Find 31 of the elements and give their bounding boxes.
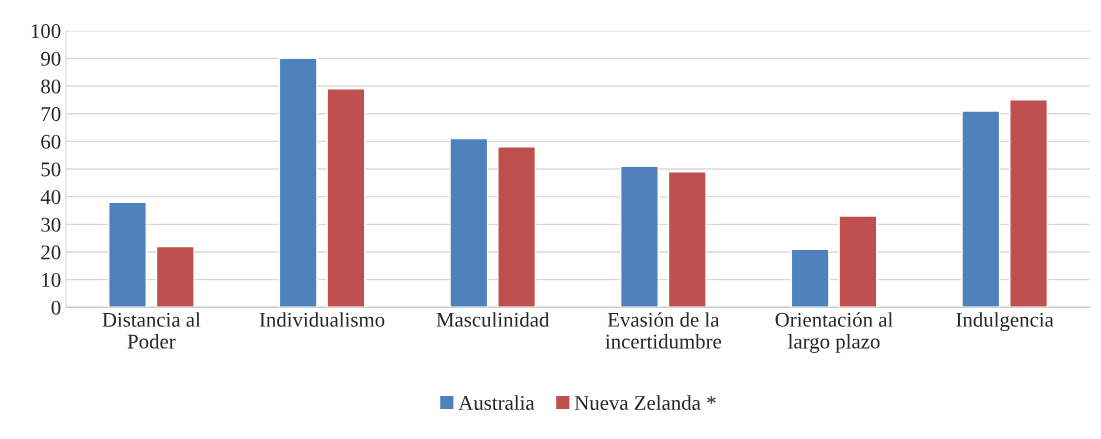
x-tick-label: Distancia al Poder <box>102 312 201 349</box>
bar <box>449 137 489 308</box>
y-tick-label: 80 <box>41 79 61 94</box>
bar <box>790 248 830 308</box>
y-tick-label: 20 <box>41 245 61 260</box>
x-tick-label: Evasión de la incertidumbre <box>605 312 722 349</box>
bar <box>1009 99 1049 308</box>
y-tick-label: 10 <box>42 273 61 288</box>
bar <box>155 245 195 308</box>
x-tick-label: Masculinidad <box>436 312 550 327</box>
y-tick-label: 90 <box>41 51 61 66</box>
y-tick-label: 30 <box>41 217 61 232</box>
legend-label: Australia <box>458 395 535 410</box>
legend-label: Nueva Zelanda * <box>574 395 716 410</box>
y-tick-label: 70 <box>41 107 61 122</box>
y-tick-label: 40 <box>40 190 61 205</box>
bar <box>497 146 537 308</box>
bar <box>108 201 147 308</box>
y-tick-label: 60 <box>41 134 61 149</box>
y-tick-label: 50 <box>41 162 61 177</box>
bar <box>278 57 318 308</box>
x-tick-label: Individualismo <box>259 312 385 327</box>
x-tick-label: Indulgencia <box>956 312 1054 332</box>
bar <box>838 215 878 308</box>
y-tick-label: 0 <box>51 300 61 315</box>
bar <box>667 171 707 308</box>
bar <box>326 88 366 308</box>
x-tick-label: Orientación al largo plazo <box>775 312 893 353</box>
bar <box>961 110 1001 308</box>
bar <box>619 165 659 308</box>
y-tick-label: 100 <box>31 24 61 39</box>
